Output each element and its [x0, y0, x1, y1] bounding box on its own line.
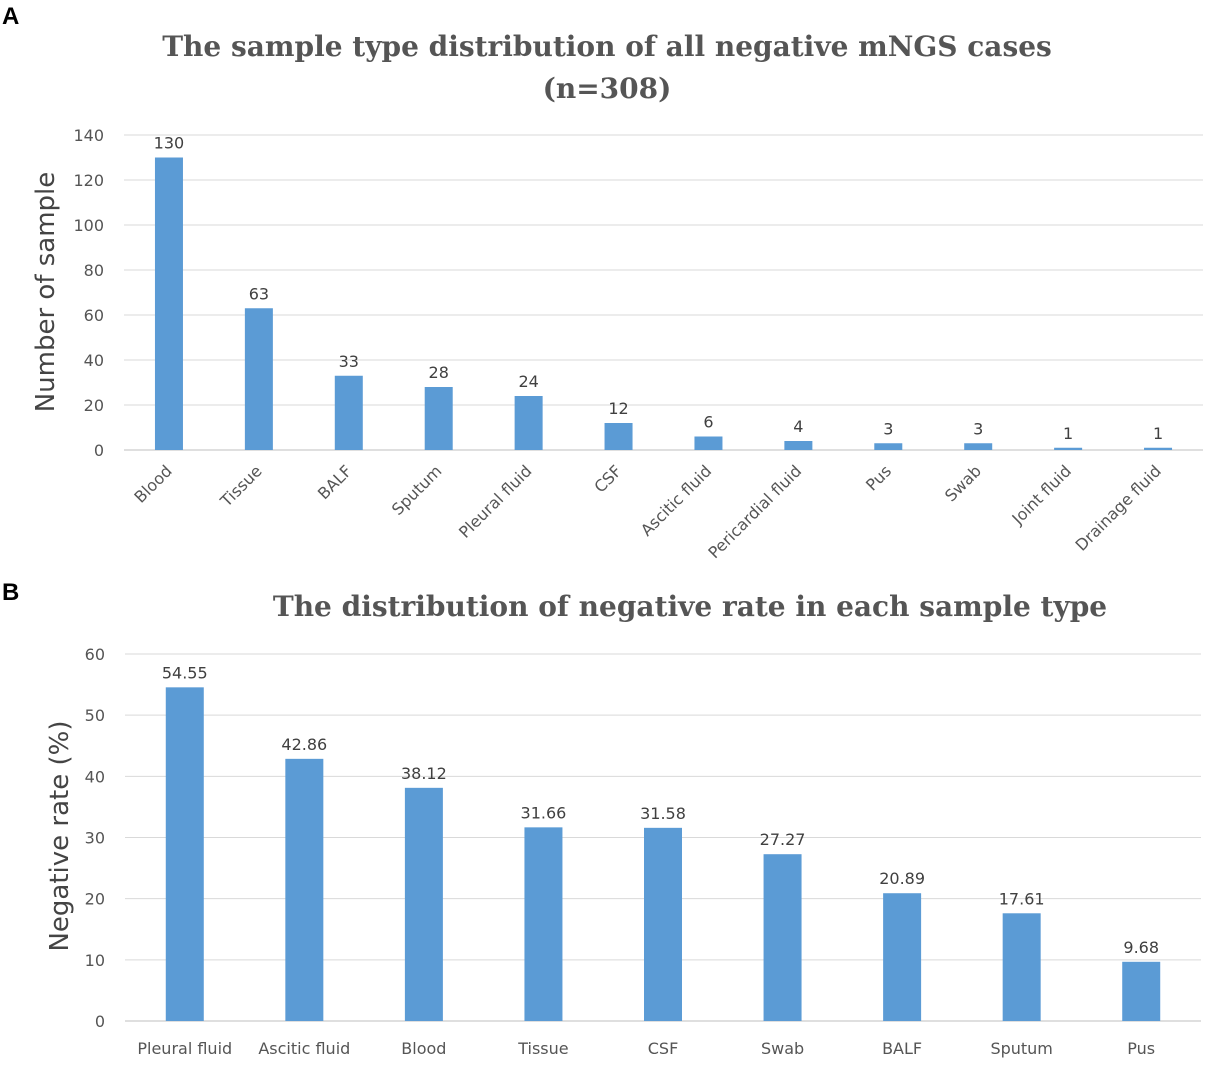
panel-label-b: B	[2, 579, 19, 606]
chart-a-subtitle: (n=308)	[543, 72, 672, 105]
chart-b-data-label: 9.68	[1123, 938, 1159, 957]
chart-a-category-label: Pus	[862, 461, 895, 494]
chart-a-y-tick-label: 0	[94, 441, 104, 460]
chart-a-y-tick-label: 60	[84, 306, 104, 325]
chart-a-category-label: Ascitic fluid	[637, 461, 715, 539]
chart-b-bar	[763, 854, 802, 1021]
chart-a-data-label: 1	[1063, 424, 1073, 443]
chart-b-data-label: 17.61	[999, 889, 1045, 908]
chart-a-bar	[514, 396, 543, 450]
chart-a-y-tick-label: 80	[84, 261, 104, 280]
chart-b-y-tick-label: 60	[85, 645, 105, 664]
chart-a-data-label: 6	[703, 413, 713, 432]
chart-a-y-tick-label: 120	[73, 171, 104, 190]
chart-a-data-label: 63	[249, 284, 269, 303]
chart-a-bar	[154, 157, 183, 450]
chart-a-bar	[784, 441, 813, 450]
chart-b-data-label: 38.12	[401, 764, 447, 783]
chart-a-bar	[424, 387, 453, 450]
chart-a-category-label: Blood	[130, 461, 175, 506]
chart-b-y-tick-label: 50	[85, 706, 105, 725]
chart-a-data-label: 1	[1153, 424, 1163, 443]
chart-b-plot-area: 0 10 20 30 40 50 60 54.55 Pleural fluid 42.86 Asci…	[85, 645, 1201, 1058]
chart-b-bar	[1122, 961, 1161, 1021]
chart-a-bar	[1144, 447, 1173, 450]
chart-b-y-tick-label: 40	[85, 767, 105, 786]
chart-a-y-tick-label: 40	[84, 351, 104, 370]
chart-a-title: The sample type distribution of all nega…	[162, 30, 1052, 63]
chart-b-y-tick-label: 0	[95, 1012, 105, 1031]
chart-a-category-label: Swab	[941, 461, 985, 505]
chart-a-category-label: Pericardial fluid	[704, 461, 805, 562]
chart-a-bar	[604, 423, 633, 450]
chart-b-category-label: Pleural fluid	[137, 1039, 232, 1058]
chart-a-bar	[244, 308, 273, 450]
chart-a-bar	[1054, 447, 1083, 450]
chart-a-data-label: 3	[973, 419, 983, 438]
chart-a-data-label: 3	[883, 419, 893, 438]
chart-b-bar	[165, 687, 204, 1021]
chart-a-y-tick-label: 100	[73, 216, 104, 235]
chart-a-bar	[964, 443, 993, 450]
chart-a-data-label: 12	[608, 399, 628, 418]
chart-a-data-label: 4	[793, 417, 803, 436]
chart-a-data-label: 24	[518, 372, 538, 391]
chart-b-category-label: Swab	[761, 1039, 804, 1058]
chart-a-category-label: CSF	[590, 461, 625, 496]
chart-b-data-label: 31.58	[640, 804, 686, 823]
chart-b-category-label: Ascitic fluid	[258, 1039, 350, 1058]
chart-b-data-label: 42.86	[281, 735, 327, 754]
chart-a-bar	[334, 375, 363, 450]
chart-b-category-label: CSF	[648, 1039, 679, 1058]
chart-b-category-label: Tissue	[517, 1039, 568, 1058]
chart-b-data-label: 31.66	[521, 803, 567, 822]
chart-b-title: The distribution of negative rate in eac…	[273, 590, 1107, 623]
chart-a-category-label: Pleural fluid	[455, 461, 535, 541]
chart-b-bar	[285, 758, 324, 1021]
chart-a-category-label: BALF	[314, 461, 356, 503]
chart-b-bar	[404, 787, 443, 1021]
chart-b-bar	[1002, 913, 1041, 1021]
chart-b-category-label: Sputum	[990, 1039, 1052, 1058]
chart-a-y-tick-label: 20	[84, 396, 104, 415]
chart-b-y-tick-label: 20	[85, 890, 105, 909]
panel-b-negative-rate-chart: B The distribution of negative rate in e…	[2, 579, 1201, 1058]
chart-a-data-label: 130	[154, 134, 185, 153]
chart-b-data-label: 54.55	[162, 663, 208, 682]
chart-a-category-label: Tissue	[216, 461, 266, 511]
chart-b-y-tick-label: 10	[85, 951, 105, 970]
chart-a-category-label: Joint fluid	[1008, 461, 1075, 528]
chart-a-bar	[694, 436, 723, 450]
chart-b-category-label: Pus	[1127, 1039, 1155, 1058]
panel-label-a: A	[2, 3, 19, 30]
chart-b-bar	[883, 893, 922, 1021]
chart-b-category-label: BALF	[882, 1039, 922, 1058]
chart-a-data-label: 33	[339, 352, 359, 371]
chart-b-y-axis-label: Negative rate (%)	[45, 720, 75, 951]
chart-b-bar	[644, 827, 682, 1021]
chart-b-y-tick-label: 30	[85, 829, 105, 848]
chart-b-category-label: Blood	[401, 1039, 446, 1058]
chart-a-bar	[874, 443, 903, 450]
chart-a-y-tick-label: 140	[73, 126, 104, 145]
chart-b-bar	[524, 827, 563, 1021]
chart-b-data-label: 20.89	[879, 869, 925, 888]
chart-a-category-label: Drainage fluid	[1072, 461, 1165, 554]
chart-a-category-label: Sputum	[388, 461, 446, 519]
panel-a-sample-count-chart: A The sample type distribution of all ne…	[2, 3, 1203, 562]
chart-a-data-label: 28	[429, 363, 449, 382]
chart-a-y-axis-label: Number of sample	[31, 172, 61, 413]
chart-b-data-label: 27.27	[760, 830, 806, 849]
